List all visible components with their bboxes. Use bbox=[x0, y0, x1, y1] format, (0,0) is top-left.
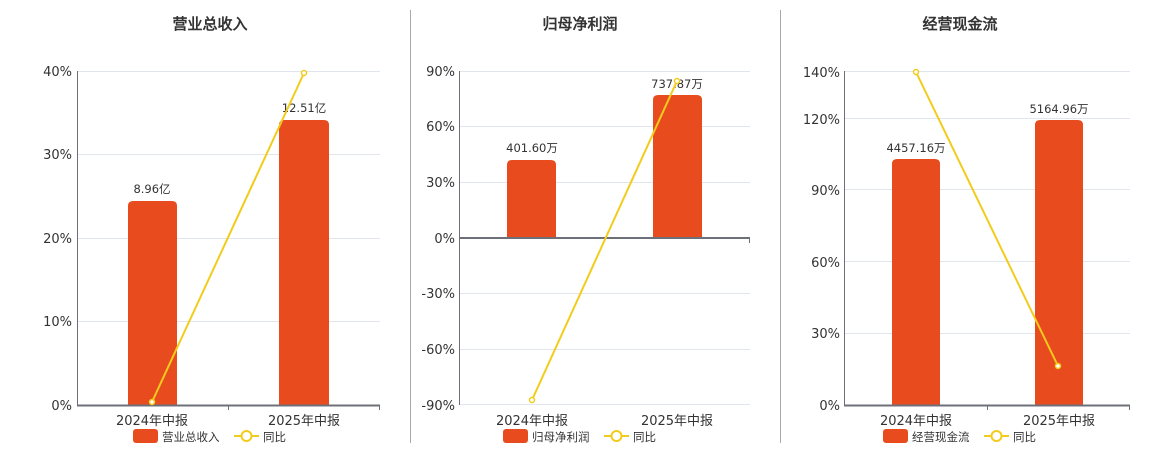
x-label: 2025年中报 bbox=[268, 414, 340, 429]
legend-line-label: 同比 bbox=[263, 430, 286, 444]
x-label: 2025年中报 bbox=[1023, 414, 1095, 429]
svg-text:30%: 30% bbox=[426, 176, 455, 191]
bar-label: 5164.96万 bbox=[1029, 102, 1088, 116]
svg-text:20%: 20% bbox=[43, 232, 72, 247]
svg-text:0%: 0% bbox=[819, 399, 840, 414]
yoy-point[interactable] bbox=[528, 396, 536, 404]
chart-panel-revenue: 营业总收入 40% 30% 20% 10% 0% 8.96亿 12.51亿 20… bbox=[0, 0, 405, 450]
yoy-point[interactable] bbox=[912, 68, 920, 76]
yoy-line bbox=[151, 72, 305, 403]
svg-text:-90%: -90% bbox=[421, 399, 455, 414]
yoy-point[interactable] bbox=[673, 77, 681, 85]
yoy-point[interactable] bbox=[1054, 362, 1062, 370]
svg-text:30%: 30% bbox=[43, 148, 72, 163]
svg-text:120%: 120% bbox=[803, 113, 840, 128]
chart-title: 营业总收入 bbox=[172, 15, 247, 33]
y-axis-labels: 40% 30% 20% 10% 0% bbox=[43, 65, 72, 414]
bar-2025[interactable] bbox=[1035, 120, 1083, 405]
x-label: 2025年中报 bbox=[641, 414, 713, 429]
svg-text:90%: 90% bbox=[811, 184, 840, 199]
svg-text:30%: 30% bbox=[811, 327, 840, 342]
net-profit-chart: 归母净利润 90% 60% 30% 0% -30% -60% -90% 401.… bbox=[421, 15, 750, 444]
legend-bar-label: 归母净利润 bbox=[532, 430, 590, 444]
svg-text:-60%: -60% bbox=[421, 343, 455, 358]
bar-2024[interactable] bbox=[507, 160, 556, 238]
yoy-point[interactable] bbox=[148, 398, 156, 406]
svg-text:60%: 60% bbox=[426, 120, 455, 135]
svg-text:-30%: -30% bbox=[421, 287, 455, 302]
legend-bar-label: 经营现金流 bbox=[912, 430, 970, 444]
x-label: 2024年中报 bbox=[496, 414, 568, 429]
legend-line-label: 同比 bbox=[633, 430, 656, 444]
panel-divider bbox=[780, 10, 781, 443]
bar-2025[interactable] bbox=[653, 95, 702, 238]
svg-text:0%: 0% bbox=[434, 232, 455, 247]
bar-label: 8.96亿 bbox=[133, 182, 170, 196]
legend[interactable]: 归母净利润 同比 bbox=[503, 429, 656, 444]
legend-line-label: 同比 bbox=[1013, 430, 1036, 444]
panel-divider bbox=[410, 10, 411, 443]
chart-title: 经营现金流 bbox=[922, 15, 997, 33]
svg-text:10%: 10% bbox=[43, 315, 72, 330]
svg-text:140%: 140% bbox=[803, 66, 840, 81]
bar-2024[interactable] bbox=[128, 201, 177, 405]
svg-text:90%: 90% bbox=[426, 65, 455, 80]
svg-text:40%: 40% bbox=[43, 65, 72, 80]
y-axis-labels: 90% 60% 30% 0% -30% -60% -90% bbox=[421, 65, 455, 414]
legend-bar-swatch bbox=[503, 429, 528, 443]
svg-text:60%: 60% bbox=[811, 256, 840, 271]
legend-bar-label: 营业总收入 bbox=[162, 430, 220, 444]
chart-title: 归母净利润 bbox=[542, 15, 617, 33]
yoy-line bbox=[915, 71, 1059, 367]
svg-text:0%: 0% bbox=[51, 399, 72, 414]
chart-panel-net-profit: 归母净利润 90% 60% 30% 0% -30% -60% -90% 401.… bbox=[421, 15, 750, 444]
bar-label: 4457.16万 bbox=[886, 141, 945, 155]
legend[interactable]: 营业总收入 同比 bbox=[133, 429, 286, 444]
legend-bar-swatch bbox=[883, 429, 908, 443]
bar-label: 12.51亿 bbox=[282, 101, 326, 115]
bar-2025[interactable] bbox=[279, 120, 329, 405]
x-label: 2024年中报 bbox=[116, 414, 188, 429]
legend[interactable]: 经营现金流 同比 bbox=[883, 429, 1036, 444]
revenue-chart: 营业总收入 40% 30% 20% 10% 0% 8.96亿 12.51亿 20… bbox=[43, 15, 380, 444]
bar-label: 401.60万 bbox=[506, 141, 558, 155]
yoy-line bbox=[531, 80, 678, 401]
bar-2024[interactable] bbox=[892, 159, 940, 405]
yoy-point[interactable] bbox=[300, 69, 308, 77]
legend-bar-swatch bbox=[133, 429, 158, 443]
x-label: 2024年中报 bbox=[880, 414, 952, 429]
y-axis-labels: 140% 120% 90% 60% 30% 0% bbox=[803, 66, 840, 414]
